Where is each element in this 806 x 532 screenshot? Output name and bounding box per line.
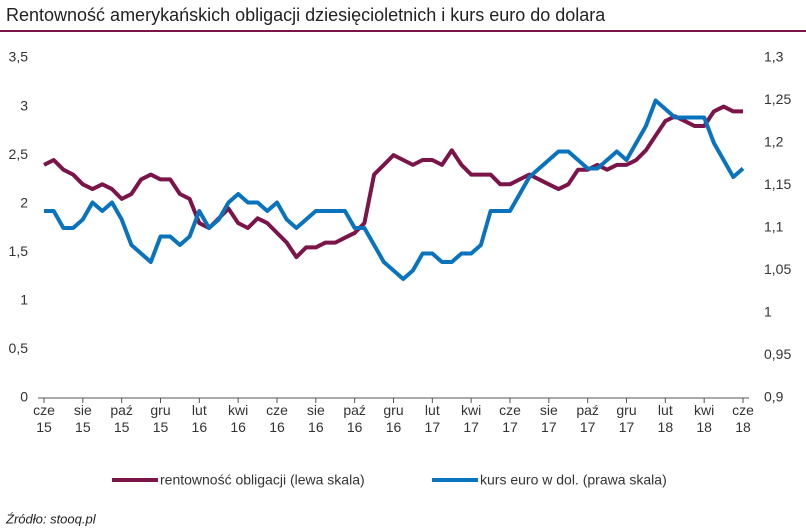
y-tick-label: 2,5 (9, 146, 29, 162)
y2-tick-label: 1,25 (764, 91, 791, 107)
x-tick-label: paź 17 (576, 402, 599, 435)
y2-tick-label: 0,9 (764, 389, 784, 405)
x-tick-label: cze 15 (33, 402, 55, 435)
x-tick-label: paź 16 (343, 402, 366, 435)
y-tick-label: 1 (20, 292, 28, 308)
legend-label: rentowność obligacji (lewa skala) (160, 472, 365, 488)
x-tick-label: gru 17 (616, 402, 637, 435)
x-tick-label: lut 18 (657, 402, 674, 435)
y-tick-label: 0 (20, 389, 28, 405)
x-tick-label: sie 16 (306, 402, 325, 435)
y2-tick-label: 1,2 (764, 134, 784, 150)
y-tick-label: 3 (20, 97, 28, 113)
x-tick-label: kwi 18 (694, 402, 715, 435)
x-tick-label: kwi 16 (228, 402, 249, 435)
x-tick-label: gru 15 (150, 402, 171, 435)
x-tick-label: paź 15 (110, 402, 133, 435)
y2-tick-label: 1,05 (764, 261, 791, 277)
x-tick-label: gru 16 (383, 402, 404, 435)
y2-tick-label: 1 (764, 304, 772, 320)
x-tick-label: sie 17 (539, 402, 558, 435)
chart-title: Rentowność amerykańskich obligacji dzies… (6, 5, 606, 25)
y-tick-label: 1,5 (9, 243, 29, 259)
series-line (43, 104, 743, 260)
source: Źródło: stooq.pl (5, 511, 97, 526)
y-tick-label: 3,5 (9, 49, 29, 65)
x-tick-label: cze 18 (732, 402, 754, 435)
x-tick-label: kwi 17 (461, 402, 482, 435)
x-tick-label: cze 17 (499, 402, 521, 435)
y2-tick-label: 1,15 (764, 176, 791, 192)
x-tick-label: lut 17 (424, 402, 441, 435)
y2-tick-label: 1,3 (764, 49, 784, 65)
y2-tick-label: 1,1 (764, 219, 784, 235)
y-tick-label: 0,5 (9, 340, 29, 356)
y2-tick-label: 0,95 (764, 346, 791, 362)
series-line (44, 98, 745, 281)
y-tick-label: 2 (20, 194, 28, 210)
x-tick-label: sie 15 (73, 402, 92, 435)
x-tick-label: lut 16 (191, 402, 208, 435)
x-tick-label: cze 16 (266, 402, 288, 435)
legend-label: kurs euro w dol. (prawa skala) (480, 472, 667, 488)
